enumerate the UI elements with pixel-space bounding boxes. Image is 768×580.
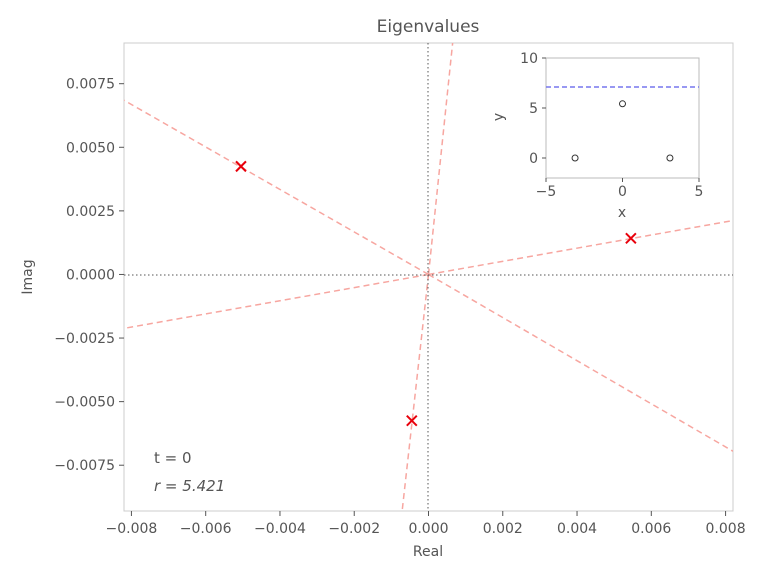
- annotation-radius: r = 5.421: [154, 477, 225, 495]
- ray-line: [428, 273, 733, 452]
- eigenvalue-marker: [235, 160, 247, 173]
- eigenvalue-markers: [235, 160, 637, 427]
- ray-line: [124, 99, 429, 276]
- eigenvalue-marker: [406, 414, 418, 427]
- inset-y-axis: 0 5 10: [520, 51, 546, 167]
- marker-stroke: [235, 160, 247, 173]
- ray-line: [427, 43, 454, 275]
- y-tick-label: 0.0000: [66, 267, 115, 283]
- x-tick-label: 0.006: [631, 521, 671, 537]
- inset-x-axis: −5 0 5: [536, 178, 704, 200]
- y-tick-label: −0.0050: [54, 395, 115, 411]
- x-axis-label: Real: [413, 544, 443, 560]
- y-axis-label: Imag: [20, 259, 36, 294]
- inset-plot-area: [545, 57, 700, 179]
- x-tick-label: −0.006: [180, 521, 232, 537]
- x-axis: −0.008 −0.006 −0.004 −0.002 0.000 0.002 0.004 0…: [106, 511, 746, 537]
- inset-y-label: y: [491, 113, 507, 121]
- y-tick-label: −0.0075: [54, 458, 115, 474]
- y-axis: 0.0075 0.0050 0.0025 0.0000 −0.0025 −0.0050 −0…: [54, 77, 124, 474]
- y-tick-label: 0.0075: [66, 77, 115, 93]
- x-tick-label: −0.004: [254, 521, 306, 537]
- y-tick-label: −0.0025: [54, 331, 115, 347]
- eigenvalue-marker: [625, 232, 637, 245]
- marker-stroke: [625, 232, 637, 245]
- inset-chart: −5 0 5 0 5 10 x y: [491, 51, 703, 221]
- inset-point: [619, 100, 626, 108]
- inset-x-label: x: [618, 205, 626, 221]
- x-tick-label: 0.008: [706, 521, 746, 537]
- x-tick-label: 0.000: [408, 521, 448, 537]
- inset-points: [571, 100, 674, 162]
- ray-line: [124, 273, 429, 330]
- inset-x-tick-label: −5: [536, 184, 557, 200]
- inset-point: [571, 154, 579, 162]
- inset-x-tick-label: 0: [618, 184, 627, 200]
- inset-point: [666, 154, 674, 162]
- ray-line: [428, 219, 733, 276]
- inset-y-tick-label: 5: [529, 101, 538, 117]
- inset-y-tick-label: 10: [520, 51, 538, 67]
- marker-stroke: [406, 414, 418, 427]
- x-tick-label: −0.002: [328, 521, 380, 537]
- x-tick-label: 0.004: [557, 521, 597, 537]
- annotation-time: t = 0: [154, 449, 192, 467]
- x-tick-label: −0.008: [106, 521, 158, 537]
- x-tick-label: 0.002: [483, 521, 523, 537]
- y-tick-label: 0.0050: [66, 140, 115, 156]
- y-tick-label: 0.0025: [66, 204, 115, 220]
- inset-x-tick-label: 5: [695, 184, 704, 200]
- inset-y-tick-label: 0: [529, 151, 538, 167]
- chart-title: Eigenvalues: [377, 17, 480, 37]
- ray-lines: [124, 43, 733, 511]
